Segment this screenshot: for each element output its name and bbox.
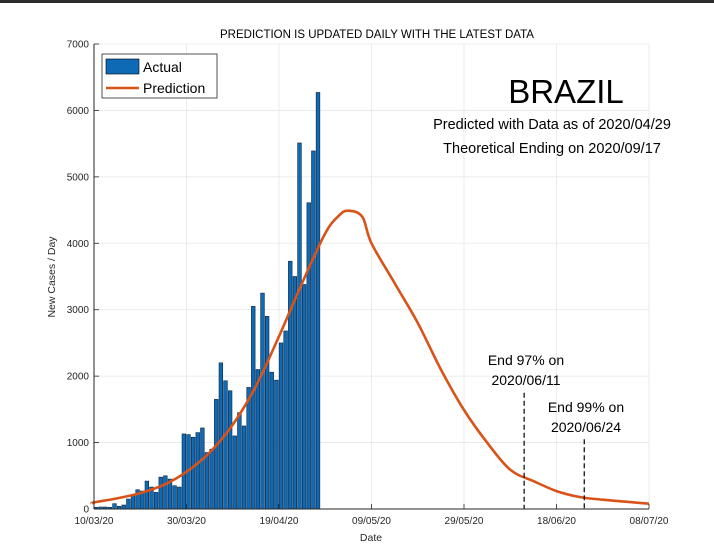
- bars-actual: [93, 92, 321, 510]
- bar: [251, 306, 256, 510]
- x-tick-label: 10/03/20: [75, 516, 114, 527]
- bar: [153, 492, 159, 510]
- bar: [297, 142, 302, 510]
- end-97-label-line2: 2020/06/11: [491, 372, 560, 388]
- bar: [232, 435, 237, 510]
- x-tick-label: 18/06/20: [537, 516, 576, 527]
- y-tick-labels: 0 1000 2000 3000 4000 5000 6000 7000: [67, 40, 90, 516]
- y-tick-label: 5000: [67, 172, 90, 183]
- bar: [177, 486, 182, 510]
- end-markers: [523, 392, 585, 509]
- bar: [283, 330, 288, 510]
- bar: [126, 498, 131, 510]
- bar: [301, 284, 307, 510]
- y-tick-label: 1000: [67, 438, 90, 449]
- bar: [190, 436, 196, 510]
- bar: [121, 504, 126, 510]
- y-axis-label: New Cases / Day: [46, 236, 58, 318]
- bar: [204, 452, 210, 510]
- bar: [274, 379, 279, 510]
- y-tick-label: 6000: [67, 106, 90, 117]
- bar: [269, 371, 274, 510]
- bar: [227, 390, 233, 510]
- legend: Actual Prediction: [101, 53, 218, 99]
- x-tick-label: 09/05/20: [352, 516, 391, 527]
- bar: [144, 480, 150, 510]
- bar: [260, 292, 265, 510]
- bar: [288, 260, 293, 510]
- bar: [264, 316, 270, 510]
- y-tick-label: 4000: [67, 239, 90, 250]
- bar: [315, 92, 321, 510]
- chart-title: PREDICTION IS UPDATED DAILY WITH THE LAT…: [220, 29, 534, 41]
- bar: [311, 150, 316, 510]
- axes: [93, 43, 650, 510]
- bar: [172, 485, 177, 510]
- bar: [163, 475, 168, 510]
- x-tick-labels: 10/03/20 30/03/20 19/04/20 09/05/20 29/05/20…: [75, 516, 669, 527]
- end-99-label-line2: 2020/06/24: [551, 419, 621, 435]
- x-tick-label: 19/04/20: [260, 516, 299, 527]
- bar: [214, 399, 219, 510]
- y-tick-label: 0: [83, 505, 89, 516]
- y-tick-label: 7000: [67, 40, 90, 51]
- bar: [278, 342, 284, 510]
- prediction-date-text: Predicted with Data as of 2020/04/29: [433, 117, 671, 133]
- end-99-label-line1: End 99% on: [548, 399, 624, 415]
- y-tick-label: 2000: [67, 372, 90, 383]
- bar: [158, 476, 163, 510]
- x-tick-label: 29/05/20: [445, 516, 484, 527]
- x-tick-label: 08/07/20: [630, 516, 669, 527]
- bar: [292, 276, 298, 510]
- y-tick-label: 3000: [67, 305, 90, 316]
- end-97-label-line1: End 97% on: [488, 352, 564, 368]
- prediction-line: [90, 209, 650, 505]
- bar: [306, 202, 311, 510]
- bar: [223, 380, 228, 510]
- legend-actual-label: Actual: [143, 59, 182, 75]
- x-tick-label: 30/03/20: [167, 516, 206, 527]
- theoretical-ending-text: Theoretical Ending on 2020/09/17: [443, 141, 661, 157]
- x-axis-label: Date: [360, 532, 382, 544]
- bar: [209, 448, 214, 510]
- bar: [218, 362, 224, 510]
- bar: [246, 387, 251, 510]
- bar: [237, 412, 242, 510]
- bar: [255, 369, 261, 510]
- bar: [130, 495, 136, 510]
- bar: [195, 432, 200, 510]
- legend-prediction-label: Prediction: [143, 80, 205, 96]
- country-label: BRAZIL: [508, 73, 624, 110]
- legend-actual-swatch: [105, 58, 140, 75]
- window-top-border: [0, 0, 714, 3]
- bar: [241, 425, 247, 510]
- grid-lines: [93, 43, 650, 510]
- bar: [200, 427, 205, 510]
- bar: [112, 503, 117, 510]
